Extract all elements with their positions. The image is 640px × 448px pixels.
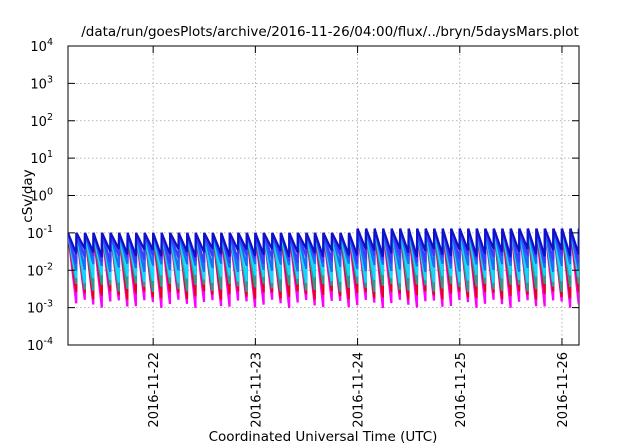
series-layer	[68, 228, 579, 309]
x-tick-label: 2016-11-26	[556, 352, 571, 428]
y-tick-label: 10-2	[27, 261, 53, 279]
x-axis: 2016-11-22 2016-11-23 2016-11-24 2016-11-25…	[147, 46, 571, 428]
y-tick-label: 10-3	[27, 299, 53, 317]
x-tick-label: 2016-11-23	[249, 352, 264, 428]
x-tick-label: 2016-11-22	[147, 352, 162, 428]
x-axis-label: Coordinated Universal Time (UTC)	[209, 429, 438, 445]
y-tick-label: 10-4	[27, 336, 53, 354]
x-tick-label: 2016-11-24	[352, 352, 367, 428]
y-tick-label: 103	[30, 74, 53, 92]
y-tick-label: 101	[30, 149, 53, 167]
series-line	[68, 228, 579, 258]
y-tick-label: 104	[30, 37, 53, 55]
x-tick-label: 2016-11-25	[454, 352, 469, 428]
y-axis-label: cSv/day	[20, 169, 36, 222]
y-tick-label: 10-1	[27, 224, 53, 242]
y-tick-label: 102	[30, 112, 53, 130]
chart-title: /data/run/goesPlots/archive/2016-11-26/0…	[81, 24, 579, 40]
